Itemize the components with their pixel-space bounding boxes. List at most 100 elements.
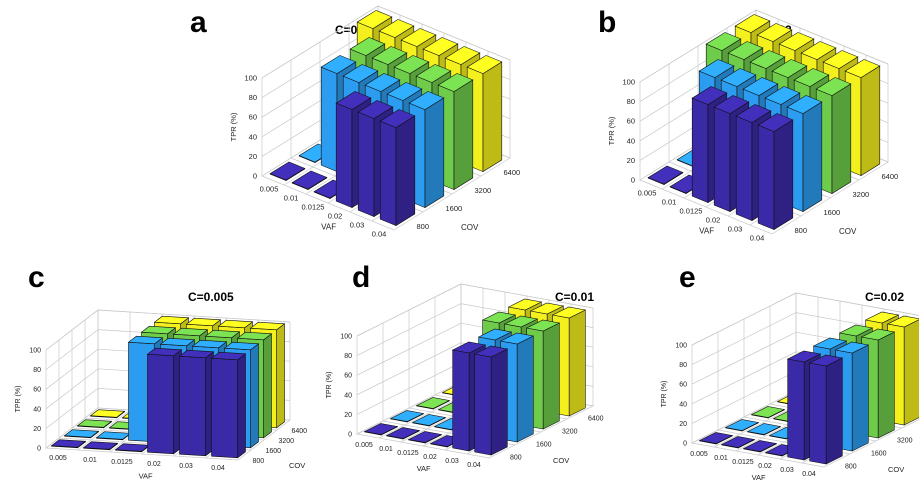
x-tick-label: 0.02 bbox=[328, 212, 343, 221]
y-tick-label: 100 bbox=[340, 334, 352, 341]
bar bbox=[269, 161, 306, 182]
y-axis-label: TPR (%) bbox=[607, 116, 616, 145]
y-tick-label: 40 bbox=[249, 132, 257, 141]
bar bbox=[720, 436, 756, 449]
x-tick-label: 0.02 bbox=[423, 454, 437, 461]
z-tick-label: 6400 bbox=[292, 428, 308, 435]
y-axis-label: TPR (%) bbox=[326, 372, 333, 399]
y-tick-label: 80 bbox=[679, 362, 687, 369]
y-tick-label: 20 bbox=[33, 426, 41, 433]
y-tick-label: 40 bbox=[33, 406, 41, 413]
x-tick-label: 0.04 bbox=[802, 471, 816, 478]
z-tick-label: 1600 bbox=[871, 451, 887, 458]
bars bbox=[269, 10, 503, 227]
panel-label: e bbox=[679, 261, 696, 294]
bars bbox=[647, 14, 881, 231]
x-tick-label: 0.03 bbox=[179, 463, 193, 470]
x-tick-label: 0.0125 bbox=[397, 450, 419, 457]
bar bbox=[724, 419, 760, 432]
y-tick-label: 0 bbox=[683, 441, 687, 448]
panel-label: d bbox=[352, 261, 371, 294]
x-tick-label: 0.005 bbox=[355, 442, 373, 449]
bar bbox=[407, 431, 443, 444]
z-tick-label: 800 bbox=[253, 458, 265, 465]
x-tick-label: 0.04 bbox=[211, 465, 225, 472]
z-tick-label: 800 bbox=[510, 455, 522, 462]
x-tick-label: 0.005 bbox=[638, 189, 657, 198]
y-tick-label: 100 bbox=[622, 78, 635, 87]
chart-panel-d: d C=0.01 0 20 40 60 80 100 TPR (%) 0.005 0.01 0.0… bbox=[310, 255, 615, 495]
y-tick-label: 100 bbox=[244, 74, 257, 83]
y-tick-label: 40 bbox=[344, 392, 352, 399]
x-axis-label: VAF bbox=[321, 223, 336, 232]
bar bbox=[415, 397, 451, 410]
z-axis-label: COV bbox=[289, 461, 305, 470]
bar bbox=[146, 347, 183, 455]
z-axis-label: COV bbox=[839, 227, 857, 236]
y-tick-label: 20 bbox=[627, 156, 635, 165]
z-axis-label: COV bbox=[888, 465, 904, 474]
y-tick-label: 80 bbox=[627, 97, 635, 106]
x-tick-label: 0.03 bbox=[728, 225, 743, 234]
panel-label: c bbox=[28, 261, 45, 294]
x-axis-label: VAF bbox=[139, 472, 153, 481]
z-tick-label: 3200 bbox=[897, 438, 913, 445]
z-tick-label: 1600 bbox=[824, 208, 841, 217]
bar bbox=[379, 109, 416, 227]
y-tick-label: 60 bbox=[33, 387, 41, 394]
x-tick-label: 0.005 bbox=[260, 185, 279, 194]
x-tick-label: 0.0125 bbox=[111, 459, 133, 466]
z-tick-label: 6400 bbox=[504, 168, 521, 177]
z-tick-label: 3200 bbox=[853, 190, 870, 199]
z-tick-label: 6400 bbox=[588, 416, 604, 423]
bars bbox=[363, 298, 587, 456]
bar bbox=[808, 354, 844, 465]
y-tick-label: 20 bbox=[344, 412, 352, 419]
y-tick-label: 80 bbox=[344, 353, 352, 360]
bar bbox=[89, 409, 126, 419]
bar bbox=[647, 165, 684, 186]
bar bbox=[389, 410, 425, 423]
y-tick-label: 40 bbox=[627, 136, 635, 145]
x-tick-label: 0.03 bbox=[445, 458, 459, 465]
y-tick-label: 0 bbox=[37, 446, 41, 453]
z-tick-label: 3200 bbox=[562, 429, 578, 436]
panel-label: a bbox=[190, 6, 207, 39]
bar bbox=[291, 170, 328, 191]
y-axis-label: TPR (%) bbox=[661, 381, 668, 408]
bar bbox=[757, 113, 794, 231]
z-tick-label: 3200 bbox=[279, 438, 295, 445]
bar bbox=[114, 443, 151, 453]
panel-title: C=0.005 bbox=[188, 290, 234, 304]
x-tick-label: 0.0125 bbox=[302, 203, 325, 212]
z-tick-label: 6400 bbox=[882, 172, 899, 181]
x-tick-label: 0.04 bbox=[467, 462, 481, 469]
z-tick-label: 800 bbox=[845, 464, 857, 471]
y-axis-label: TPR (%) bbox=[15, 386, 22, 413]
bar bbox=[742, 440, 778, 453]
x-tick-label: 0.04 bbox=[750, 234, 765, 243]
bar bbox=[385, 427, 421, 440]
y-tick-label: 60 bbox=[344, 373, 352, 380]
chart-panel-c: c C=0.005 0 20 40 60 80 100 TPR (%) 0.005 0.01 0.… bbox=[0, 255, 310, 495]
panel-title: C=0.02 bbox=[865, 290, 905, 304]
bars bbox=[50, 315, 286, 459]
z-tick-label: 1600 bbox=[266, 448, 282, 455]
x-tick-label: 0.005 bbox=[690, 451, 708, 458]
bar bbox=[466, 55, 503, 173]
y-axis-label: TPR (%) bbox=[229, 112, 238, 141]
bar bbox=[95, 431, 132, 441]
y-tick-label: 80 bbox=[33, 367, 41, 374]
y-tick-label: 0 bbox=[348, 432, 352, 439]
x-tick-label: 0.01 bbox=[714, 455, 728, 462]
x-tick-label: 0.04 bbox=[372, 230, 387, 239]
bar bbox=[76, 419, 113, 429]
x-tick-label: 0.01 bbox=[662, 198, 677, 207]
bar bbox=[210, 351, 247, 459]
x-tick-label: 0.03 bbox=[350, 221, 365, 230]
z-tick-label: 800 bbox=[795, 226, 808, 235]
x-tick-label: 0.005 bbox=[49, 455, 67, 462]
x-tick-label: 0.01 bbox=[83, 457, 97, 464]
